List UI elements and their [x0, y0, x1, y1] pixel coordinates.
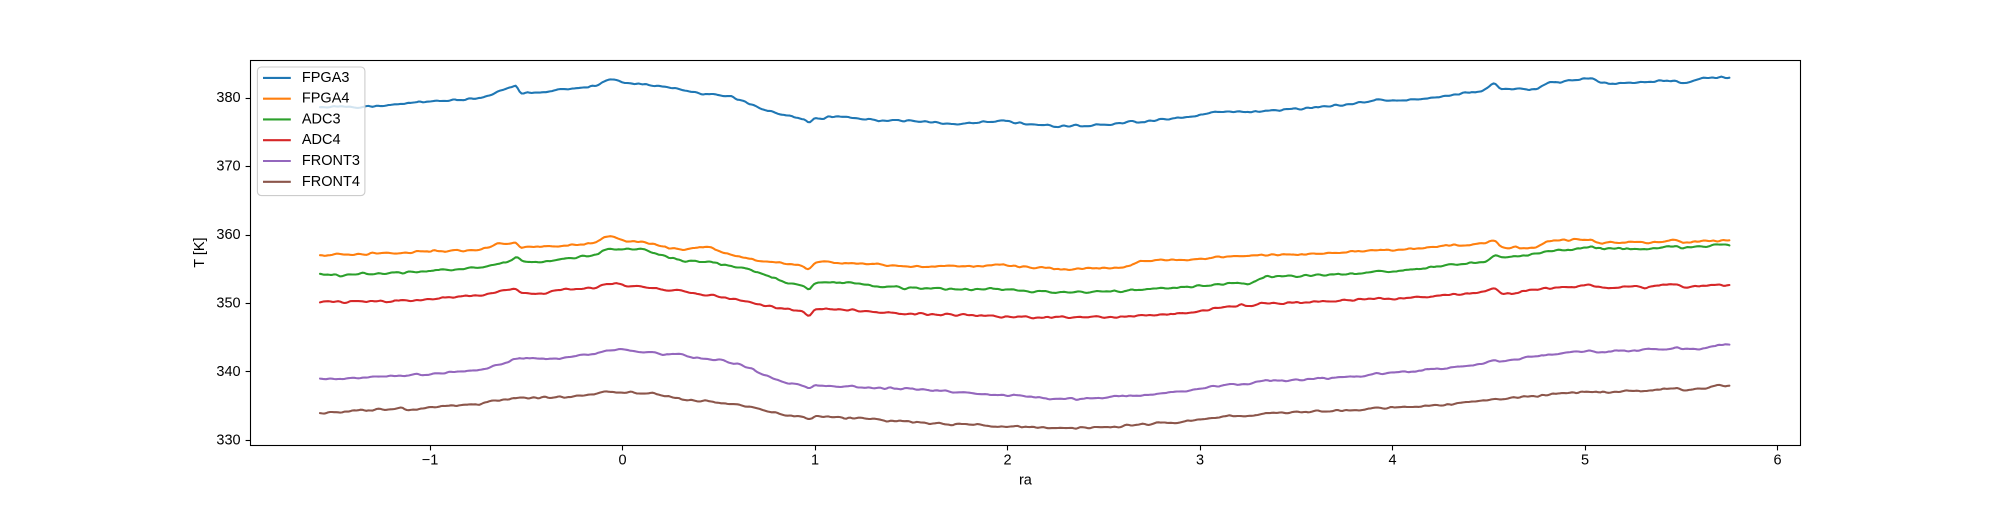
svg-text:350: 350 — [216, 296, 240, 312]
svg-text:380: 380 — [216, 90, 240, 106]
svg-text:FPGA4: FPGA4 — [302, 91, 350, 107]
svg-text:3: 3 — [1196, 453, 1204, 469]
svg-text:T [K]: T [K] — [192, 237, 208, 267]
svg-text:330: 330 — [216, 432, 240, 448]
svg-text:ra: ra — [1019, 473, 1033, 489]
svg-text:ADC4: ADC4 — [302, 132, 341, 148]
svg-text:FPGA3: FPGA3 — [302, 70, 350, 86]
svg-text:ADC3: ADC3 — [302, 111, 341, 127]
svg-text:1: 1 — [811, 453, 819, 469]
svg-text:FRONT3: FRONT3 — [302, 153, 360, 169]
svg-text:2: 2 — [1004, 453, 1012, 469]
svg-text:−1: −1 — [422, 453, 439, 469]
svg-text:0: 0 — [619, 453, 627, 469]
svg-text:360: 360 — [216, 227, 240, 243]
svg-text:6: 6 — [1773, 453, 1781, 469]
svg-text:FRONT4: FRONT4 — [302, 174, 360, 190]
svg-text:370: 370 — [216, 159, 240, 175]
svg-text:4: 4 — [1389, 453, 1397, 469]
svg-text:340: 340 — [216, 364, 240, 380]
svg-text:5: 5 — [1581, 453, 1589, 469]
